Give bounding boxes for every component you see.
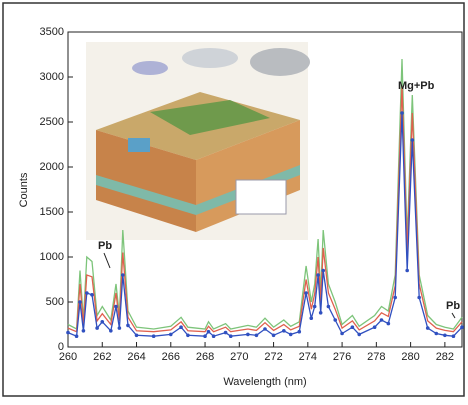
x-tick-label: 272 <box>264 351 282 363</box>
point <box>304 291 308 295</box>
point <box>373 325 377 329</box>
x-tick-label: 260 <box>59 351 77 363</box>
point <box>207 330 211 334</box>
point <box>327 305 331 309</box>
point <box>169 333 173 337</box>
legend-box <box>236 180 286 214</box>
point <box>78 300 82 304</box>
point <box>357 333 361 337</box>
y-tick-label: 1000 <box>40 251 64 263</box>
point <box>393 296 397 300</box>
point <box>255 334 259 338</box>
point <box>85 291 89 295</box>
point <box>114 305 118 309</box>
point <box>95 326 99 330</box>
x-tick-label: 282 <box>436 351 454 363</box>
point <box>289 333 293 337</box>
point <box>400 111 404 115</box>
point <box>212 334 216 338</box>
x-tick-label: 264 <box>127 351 145 363</box>
y-axis-label: Counts <box>18 172 30 207</box>
point <box>319 311 323 315</box>
y-tick-label: 3500 <box>40 26 64 38</box>
point <box>316 273 320 277</box>
x-tick-label: 270 <box>230 351 248 363</box>
x-tick-label: 280 <box>401 351 419 363</box>
point <box>152 334 156 338</box>
point <box>387 322 391 326</box>
point <box>66 331 70 335</box>
y-tick-label: 2000 <box>40 161 64 173</box>
point <box>417 296 421 300</box>
point <box>246 333 250 337</box>
point <box>351 325 355 329</box>
point <box>135 334 139 338</box>
x-tick-label: 278 <box>367 351 385 363</box>
point <box>121 273 125 277</box>
cloud <box>132 61 168 75</box>
pond <box>128 138 150 152</box>
y-tick-label: 3000 <box>40 71 64 83</box>
x-axis-label: Wavelength (nm) <box>223 376 306 388</box>
point <box>426 326 430 330</box>
point <box>297 330 301 334</box>
point <box>100 320 104 324</box>
point <box>452 334 456 338</box>
cloud <box>182 48 238 68</box>
point <box>460 325 464 329</box>
point <box>229 334 233 338</box>
point <box>82 329 86 333</box>
point <box>443 334 447 338</box>
point <box>333 318 337 322</box>
annotation: Mg+Pb <box>398 80 435 92</box>
point <box>380 318 384 322</box>
annotation: Pb <box>446 300 460 312</box>
point <box>321 269 325 273</box>
annotation: Pb <box>98 240 112 252</box>
point <box>405 269 409 273</box>
point <box>109 329 113 333</box>
point <box>272 334 276 338</box>
point <box>118 326 122 330</box>
chart: Wavelength (nm) Counts 05001000150020002… <box>0 0 468 400</box>
point <box>179 325 183 329</box>
point <box>313 305 317 309</box>
inset-illustration <box>86 42 310 240</box>
point <box>203 334 207 338</box>
point <box>90 293 94 297</box>
point <box>435 332 439 336</box>
point <box>126 324 130 328</box>
x-tick-label: 262 <box>93 351 111 363</box>
x-tick-label: 268 <box>196 351 214 363</box>
point <box>282 329 286 333</box>
point <box>340 332 344 336</box>
point <box>263 327 267 331</box>
y-tick-label: 2500 <box>40 116 64 128</box>
x-tick-label: 266 <box>162 351 180 363</box>
point <box>411 138 415 142</box>
x-tick-label: 274 <box>299 351 317 363</box>
cloud <box>250 48 310 76</box>
y-tick-label: 500 <box>46 296 64 308</box>
page: {"chart_data": {"type": "line", "x_label… <box>0 0 468 405</box>
point <box>75 334 79 338</box>
y-tick-label: 1500 <box>40 206 64 218</box>
point <box>224 331 228 335</box>
x-tick-label: 276 <box>333 351 351 363</box>
point <box>186 334 190 338</box>
point <box>309 316 313 320</box>
